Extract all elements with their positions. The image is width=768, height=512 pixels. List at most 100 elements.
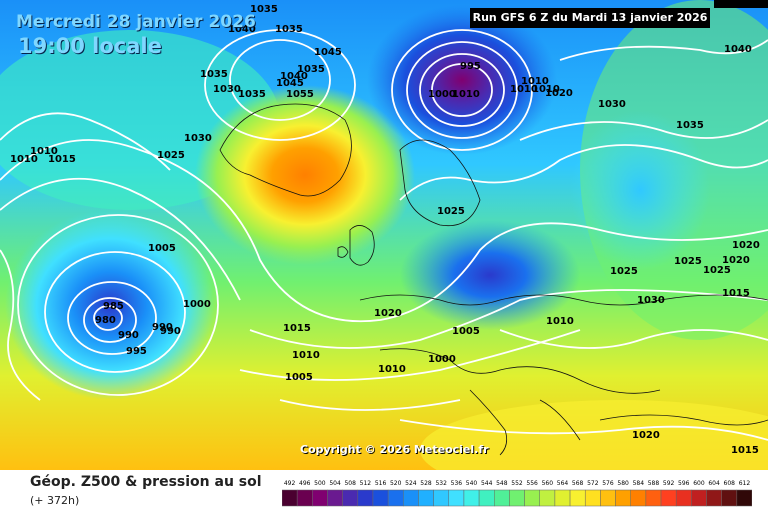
- scale-label: 612: [739, 480, 751, 487]
- warm-zone-south: [420, 400, 768, 470]
- scale-label: 560: [542, 480, 554, 487]
- isobar-label: 1010: [521, 76, 549, 87]
- isobar-label: 1010: [532, 84, 560, 95]
- scale-label: 576: [602, 480, 614, 487]
- isobar-label: 1040: [280, 71, 308, 82]
- isobar-label: 1005: [285, 372, 313, 383]
- scale-swatch: [282, 489, 298, 507]
- isobar-label: 1045: [314, 47, 342, 58]
- scale-label: 596: [678, 480, 690, 487]
- scale-label: 504: [329, 480, 341, 487]
- isobar-label: 1020: [732, 240, 760, 251]
- isobar-label: 1015: [731, 445, 759, 456]
- isobar-label: 1035: [676, 120, 704, 131]
- scale-label: 532: [435, 480, 447, 487]
- scale-swatch: [463, 489, 480, 507]
- isobar-label: 985: [103, 301, 124, 312]
- scale-swatch: [433, 489, 450, 507]
- scale-label: 524: [405, 480, 417, 487]
- isobar-label: 1005: [148, 243, 176, 254]
- isobar-label: 1015: [722, 288, 750, 299]
- isobar-label: 1030: [598, 99, 626, 110]
- isobar-label: 1010: [30, 146, 58, 157]
- scale-swatch: [660, 489, 677, 507]
- forecast-local-time: 19:00 locale: [18, 34, 162, 58]
- isobar-lines: [0, 29, 768, 441]
- scale-label: 580: [617, 480, 629, 487]
- scale-label: 536: [451, 480, 463, 487]
- scale-swatch: [357, 489, 374, 507]
- color-scale-legend: 492 496 500 504 508 512 516 520 524 528 532 536 540 5…: [282, 480, 752, 507]
- scale-swatch: [569, 489, 586, 507]
- isobar-label: 1015: [48, 154, 76, 165]
- scale-label: 608: [724, 480, 736, 487]
- scale-label: 604: [708, 480, 720, 487]
- isobar-label: 1020: [632, 430, 660, 441]
- isobar-label: 1020: [374, 308, 402, 319]
- isobar-label: 1025: [437, 206, 465, 217]
- isobar-label: 1000: [428, 354, 456, 365]
- isobar-label: 995: [460, 61, 481, 72]
- isobar-label: 1010: [546, 316, 574, 327]
- scale-label: 540: [466, 480, 478, 487]
- run-box-edge: [714, 0, 768, 8]
- isobar-label: 1010: [378, 364, 406, 375]
- scale-swatch: [403, 489, 419, 507]
- scale-label: 592: [663, 480, 675, 487]
- scale-label: 564: [557, 480, 569, 487]
- scale-label: 496: [299, 480, 311, 487]
- scale-swatch: [372, 489, 389, 507]
- isobar-label: 990: [152, 322, 173, 333]
- run-info: Run GFS 6 Z du Mardi 13 janvier 2026: [470, 8, 710, 28]
- isobar-label: 1025: [157, 150, 185, 161]
- isobar-label: 990: [118, 330, 139, 341]
- isobar-label: 1030: [637, 295, 665, 306]
- trough-central-europe: [400, 220, 580, 330]
- scale-label: 512: [360, 480, 372, 487]
- scale-label: 492: [284, 480, 296, 487]
- forecast-date: Mercredi 28 janvier 2026: [16, 12, 256, 32]
- scale-label: 520: [390, 480, 402, 487]
- map-title: Géop. Z500 & pression au sol: [30, 474, 262, 490]
- ridge-greenland: [195, 85, 415, 265]
- scale-swatch: [615, 489, 631, 507]
- scale-swatch: [691, 489, 707, 507]
- isobar-label: 1025: [610, 266, 638, 277]
- coastlines: [219, 103, 768, 456]
- scale-label: 500: [314, 480, 326, 487]
- isobar-label: 1035: [250, 4, 278, 15]
- isobar-label: 1035: [297, 64, 325, 75]
- isobar-label: 1035: [200, 69, 228, 80]
- scale-label: 544: [481, 480, 493, 487]
- low-scandinavia-north: [367, 5, 557, 155]
- scale-swatch: [448, 489, 465, 507]
- scale-swatch: [539, 489, 556, 507]
- scale-swatch: [554, 489, 571, 507]
- isobar-label: 1000: [428, 89, 456, 100]
- isobar-label: 1025: [703, 265, 731, 276]
- scale-swatch: [600, 489, 616, 507]
- isobar-label: 980: [95, 315, 116, 326]
- scale-label: 568: [572, 480, 584, 487]
- isobar-label: 1055: [286, 89, 314, 100]
- scale-swatch: [312, 489, 328, 507]
- scale-swatch: [645, 489, 662, 507]
- scale-swatch: [418, 489, 434, 507]
- isobar-label: 1040: [228, 24, 256, 35]
- scale-swatch: [387, 489, 404, 507]
- scale-label: 508: [344, 480, 356, 487]
- isobar-label: 1010: [510, 84, 538, 95]
- isobar-label: 1045: [276, 78, 304, 89]
- scale-label: 552: [511, 480, 523, 487]
- low-atlantic: [5, 210, 215, 400]
- isobar-label: 1025: [674, 256, 702, 267]
- scale-swatch: [630, 489, 647, 507]
- isobar-label: 1035: [238, 89, 266, 100]
- isobar-label: 1030: [184, 133, 212, 144]
- scale-swatch: [509, 489, 525, 507]
- scale-swatch: [327, 489, 343, 507]
- forecast-range: (+ 372h): [30, 494, 80, 507]
- scale-swatch: [721, 489, 738, 507]
